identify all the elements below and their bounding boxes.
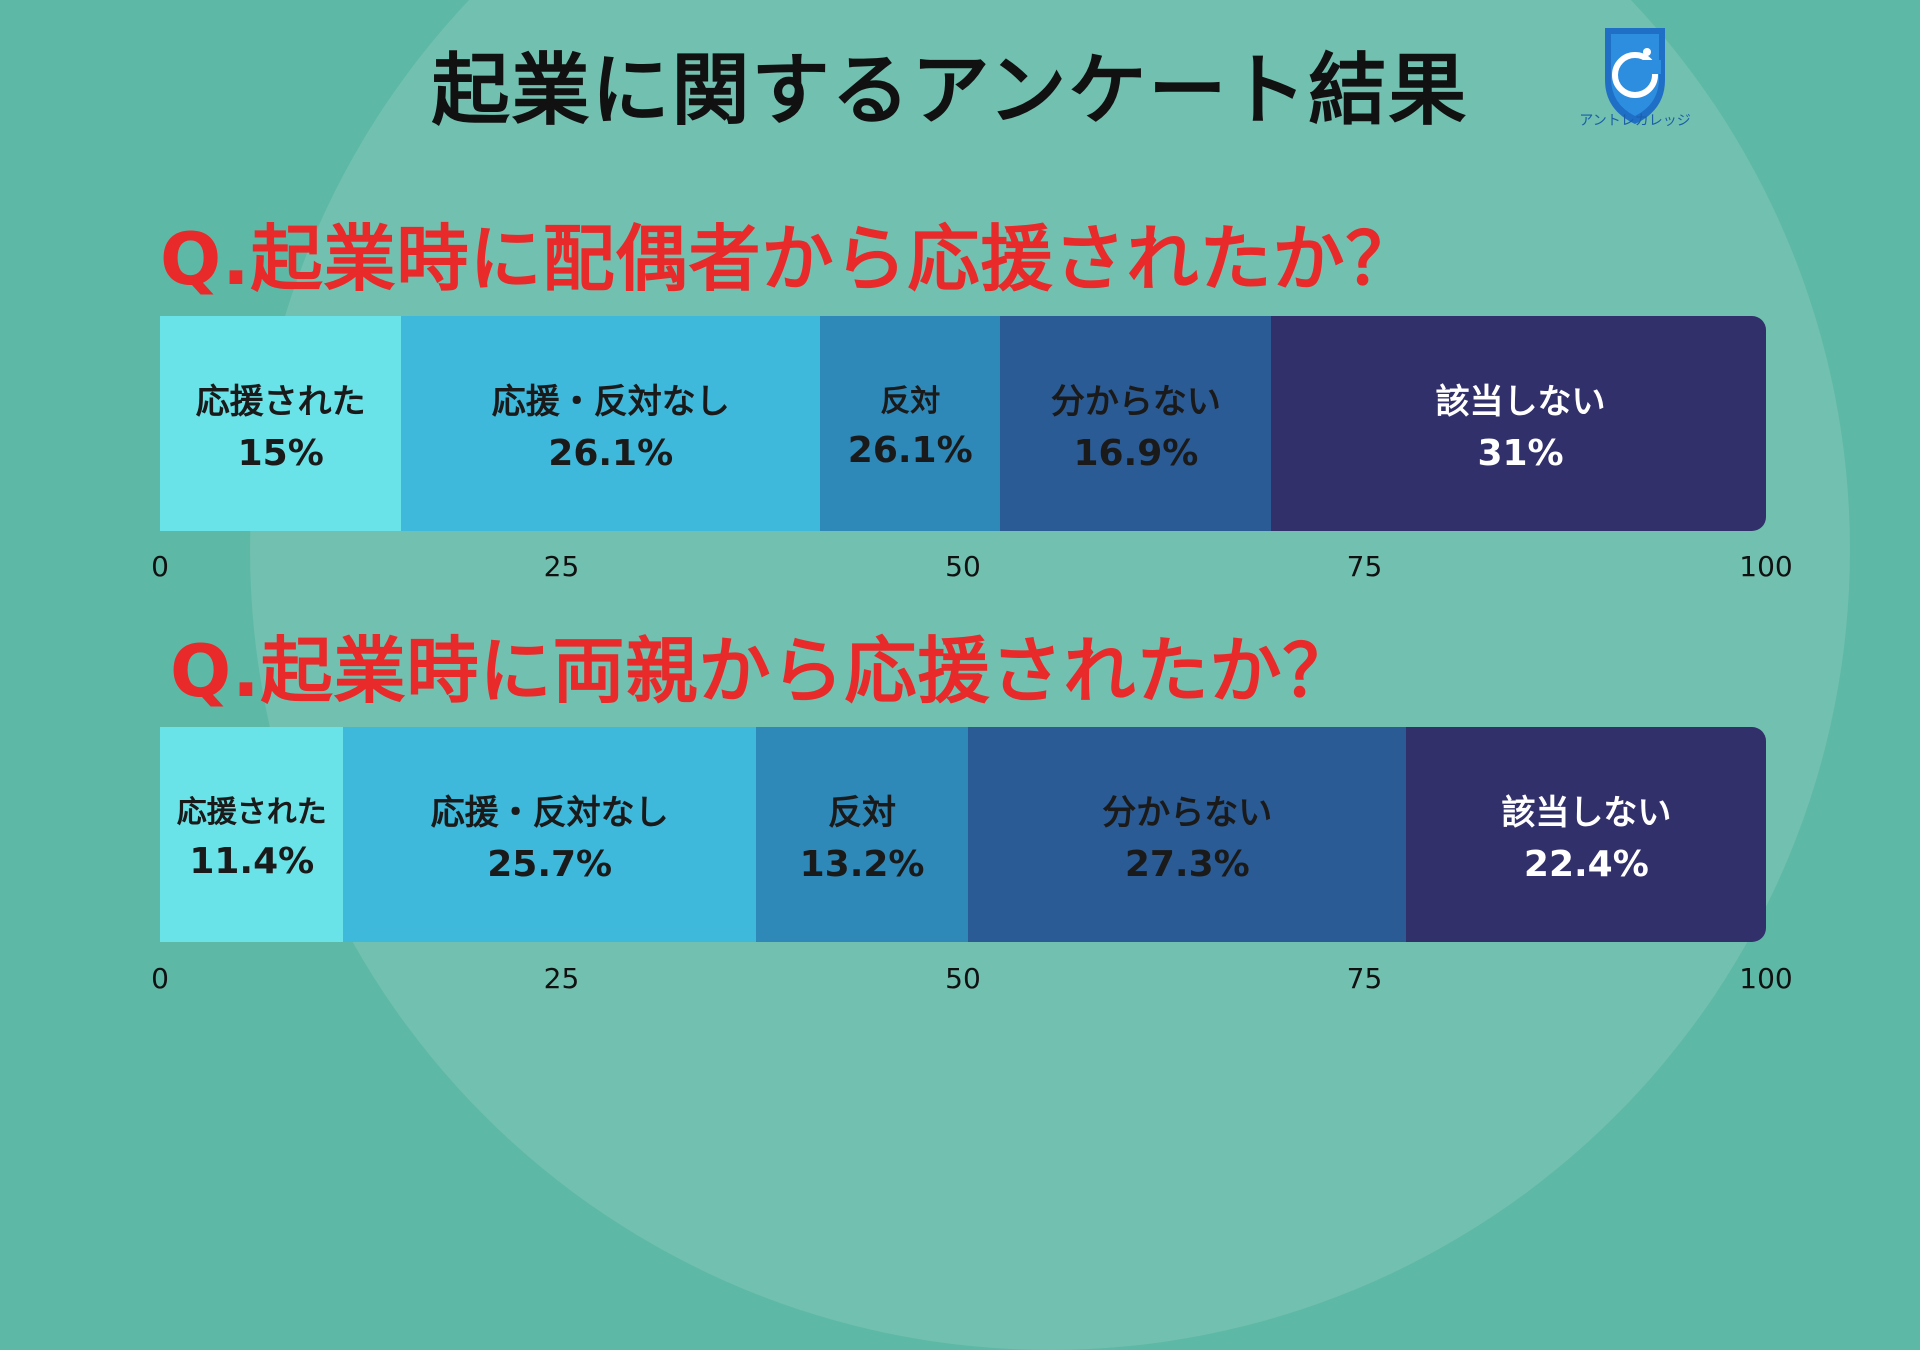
segment-label: 分からない: [1050, 381, 1221, 422]
stacked-bar-chart-spouse: 応援された 15% 応援・反対なし 26.1% 反対 26.1% 分からない 16.9% 該当し…: [160, 316, 1766, 531]
stacked-bar-chart-parents: 応援された 11.4% 応援・反対なし 25.7% 反対 13.2% 分からない 27.3% 該…: [160, 727, 1766, 942]
page-title: 起業に関するアンケート結果: [431, 46, 1469, 136]
segment-label: 該当しない: [1501, 792, 1672, 833]
tick-label: 25: [543, 550, 580, 583]
tick-label: 100: [1739, 550, 1793, 583]
segment-value: 25.7%: [487, 843, 613, 885]
tick-label: 75: [1346, 550, 1383, 583]
question-spouse: Q.起業時に配偶者から応援されたか？: [160, 217, 1419, 301]
segment-label: 応援された: [195, 381, 366, 422]
shield-logo-icon: [1605, 28, 1665, 124]
bar-segment: 応援された 15%: [160, 316, 402, 531]
segment-value: 31%: [1477, 432, 1564, 474]
segment-label: 応援された: [176, 795, 327, 830]
tick-label: 50: [945, 550, 981, 583]
bar-segment: 応援された 11.4%: [160, 727, 344, 942]
bar-track: 応援された 11.4% 応援・反対なし 25.7% 反対 13.2% 分からない 27.3% 該…: [160, 727, 1766, 942]
segment-label: 反対: [880, 384, 941, 419]
bar-segment: 反対 26.1%: [820, 316, 1001, 531]
bar-segment: 該当しない 22.4%: [1406, 727, 1766, 942]
segment-label: 該当しない: [1435, 381, 1606, 422]
segment-value: 15%: [237, 432, 324, 474]
logo-text: アントレカレッジ: [1579, 113, 1691, 129]
bar-segment: 該当しない 31%: [1271, 316, 1766, 531]
segment-label: 分からない: [1102, 792, 1273, 833]
question-parents: Q.起業時に両親から応援されたか？: [170, 629, 1356, 713]
segment-value: 26.1%: [548, 432, 674, 474]
bar-segment: 反対 13.2%: [755, 727, 969, 942]
bar-segment: 分からない 27.3%: [967, 727, 1407, 942]
bar-segment: 分からない 16.9%: [999, 316, 1272, 531]
segment-label: 応援・反対なし: [491, 381, 730, 422]
tick-label: 100: [1739, 962, 1793, 995]
tick-label: 25: [543, 962, 580, 995]
segment-label: 応援・反対なし: [430, 792, 669, 833]
bar-track: 応援された 15% 応援・反対なし 26.1% 反対 26.1% 分からない 16.9% 該当し…: [160, 316, 1766, 531]
tick-label: 0: [151, 962, 169, 995]
axis-ticks-parents: 0 25 50 75 100: [151, 962, 1793, 1002]
segment-value: 11.4%: [189, 841, 315, 882]
bar-segment: 応援・反対なし 26.1%: [400, 316, 821, 531]
segment-value: 16.9%: [1073, 432, 1199, 474]
bar-segment: 応援・反対なし 25.7%: [343, 727, 757, 942]
tick-label: 50: [945, 962, 981, 995]
axis-ticks-spouse: 0 25 50 75 100: [151, 550, 1793, 590]
segment-value: 22.4%: [1523, 843, 1649, 885]
segment-label: 反対: [828, 792, 897, 833]
tick-label: 75: [1346, 962, 1383, 995]
segment-value: 26.1%: [847, 430, 973, 471]
segment-value: 27.3%: [1124, 843, 1250, 885]
segment-value: 13.2%: [799, 843, 925, 885]
tick-label: 0: [151, 550, 169, 583]
